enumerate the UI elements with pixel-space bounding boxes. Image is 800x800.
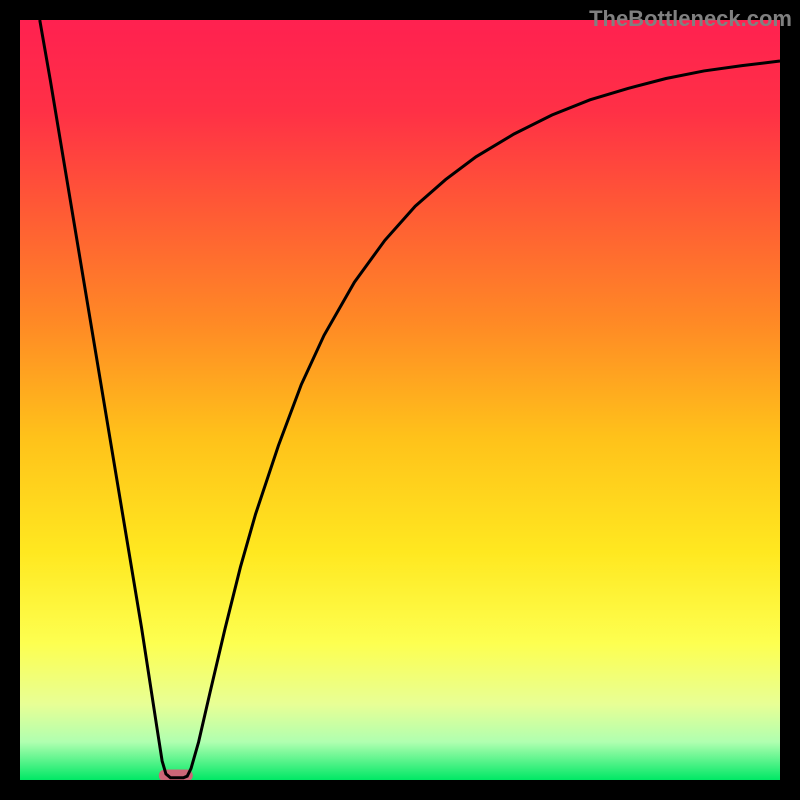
bottleneck-chart: TheBottleneck.com (0, 0, 800, 800)
gradient-background (20, 20, 780, 780)
chart-svg (0, 0, 800, 800)
watermark-text: TheBottleneck.com (589, 6, 792, 32)
